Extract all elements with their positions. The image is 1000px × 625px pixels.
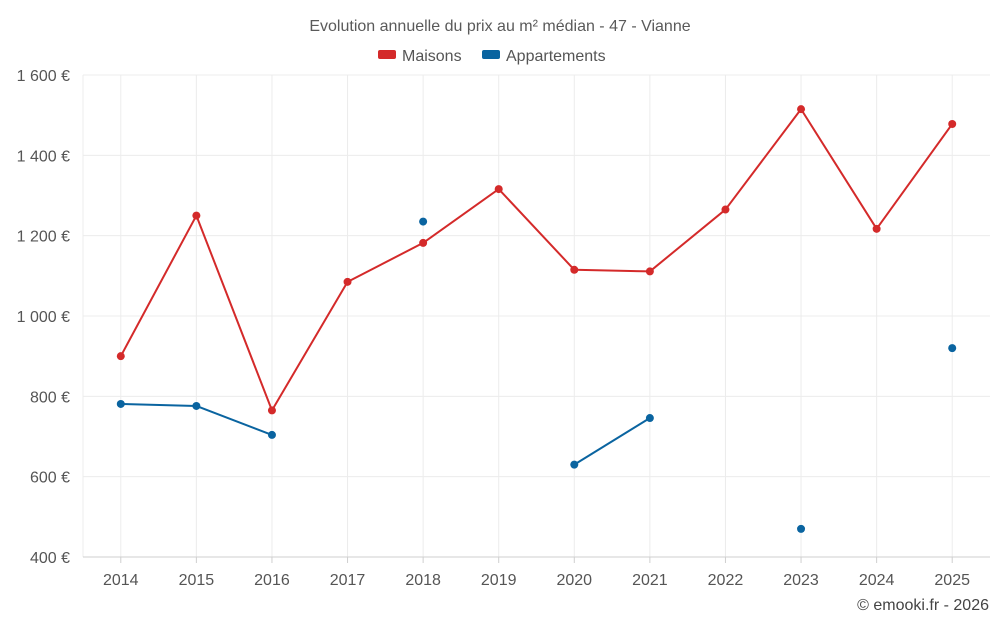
data-point-appartements[interactable] (948, 344, 957, 353)
y-tick-label: 400 € (30, 550, 70, 567)
x-tick-label: 2022 (708, 572, 744, 589)
x-tick-label: 2024 (859, 572, 895, 589)
y-tick-label: 1 400 € (17, 148, 70, 165)
data-point-maisons[interactable] (116, 352, 125, 361)
legend-swatch-maisons (378, 50, 396, 59)
x-tick-label: 2016 (254, 572, 290, 589)
x-tick-label: 2021 (632, 572, 668, 589)
legend-item-maisons[interactable]: Maisons (378, 48, 462, 65)
series-maisons (116, 105, 957, 415)
y-axis: 400 € 600 € 800 € 1 000 € 1 200 € 1 400 € 1 60… (17, 68, 70, 567)
data-point-maisons[interactable] (721, 205, 730, 214)
data-point-appartements[interactable] (797, 524, 806, 533)
x-axis: 2014 2015 2016 2017 2018 2019 2020 2021 2022 2023… (103, 557, 970, 589)
legend-label-maisons: Maisons (402, 48, 462, 65)
x-tick-label: 2018 (405, 572, 441, 589)
data-point-appartements[interactable] (116, 399, 125, 408)
grid (82, 74, 990, 558)
series (116, 105, 957, 533)
x-tick-label: 2014 (103, 572, 139, 589)
x-tick-label: 2020 (556, 572, 592, 589)
y-tick-label: 1 600 € (17, 68, 70, 85)
data-point-maisons[interactable] (419, 238, 428, 247)
data-point-maisons[interactable] (267, 406, 276, 415)
legend-label-appartements: Appartements (506, 48, 606, 65)
legend-swatch-appartements (482, 50, 500, 59)
data-point-maisons[interactable] (797, 105, 806, 114)
series-appartements (116, 217, 957, 533)
series-line-appartements (573, 417, 651, 466)
data-point-maisons[interactable] (570, 265, 579, 274)
data-point-maisons[interactable] (645, 267, 654, 276)
data-point-maisons[interactable] (872, 224, 881, 233)
data-point-appartements[interactable] (419, 217, 428, 226)
legend-item-appartements[interactable]: Appartements (482, 48, 606, 65)
y-tick-label: 800 € (30, 389, 70, 406)
data-point-maisons[interactable] (494, 185, 503, 194)
data-point-appartements[interactable] (570, 460, 579, 469)
series-line-maisons (119, 108, 954, 412)
data-point-maisons[interactable] (192, 211, 201, 220)
credit-text: © emooki.fr - 2026 (857, 597, 989, 614)
chart-title: Evolution annuelle du prix au m² médian … (309, 18, 690, 35)
data-point-appartements[interactable] (192, 401, 201, 410)
data-point-appartements[interactable] (645, 414, 654, 423)
y-tick-label: 1 000 € (17, 309, 70, 326)
y-tick-label: 1 200 € (17, 229, 70, 246)
y-tick-label: 600 € (30, 470, 70, 487)
x-tick-label: 2023 (783, 572, 819, 589)
x-tick-label: 2017 (330, 572, 366, 589)
data-point-maisons[interactable] (343, 277, 352, 286)
legend: Maisons Appartements (378, 48, 606, 65)
x-tick-label: 2015 (179, 572, 215, 589)
data-point-appartements[interactable] (267, 430, 276, 439)
data-point-maisons[interactable] (948, 120, 957, 129)
x-tick-label: 2019 (481, 572, 517, 589)
x-tick-label: 2025 (934, 572, 970, 589)
